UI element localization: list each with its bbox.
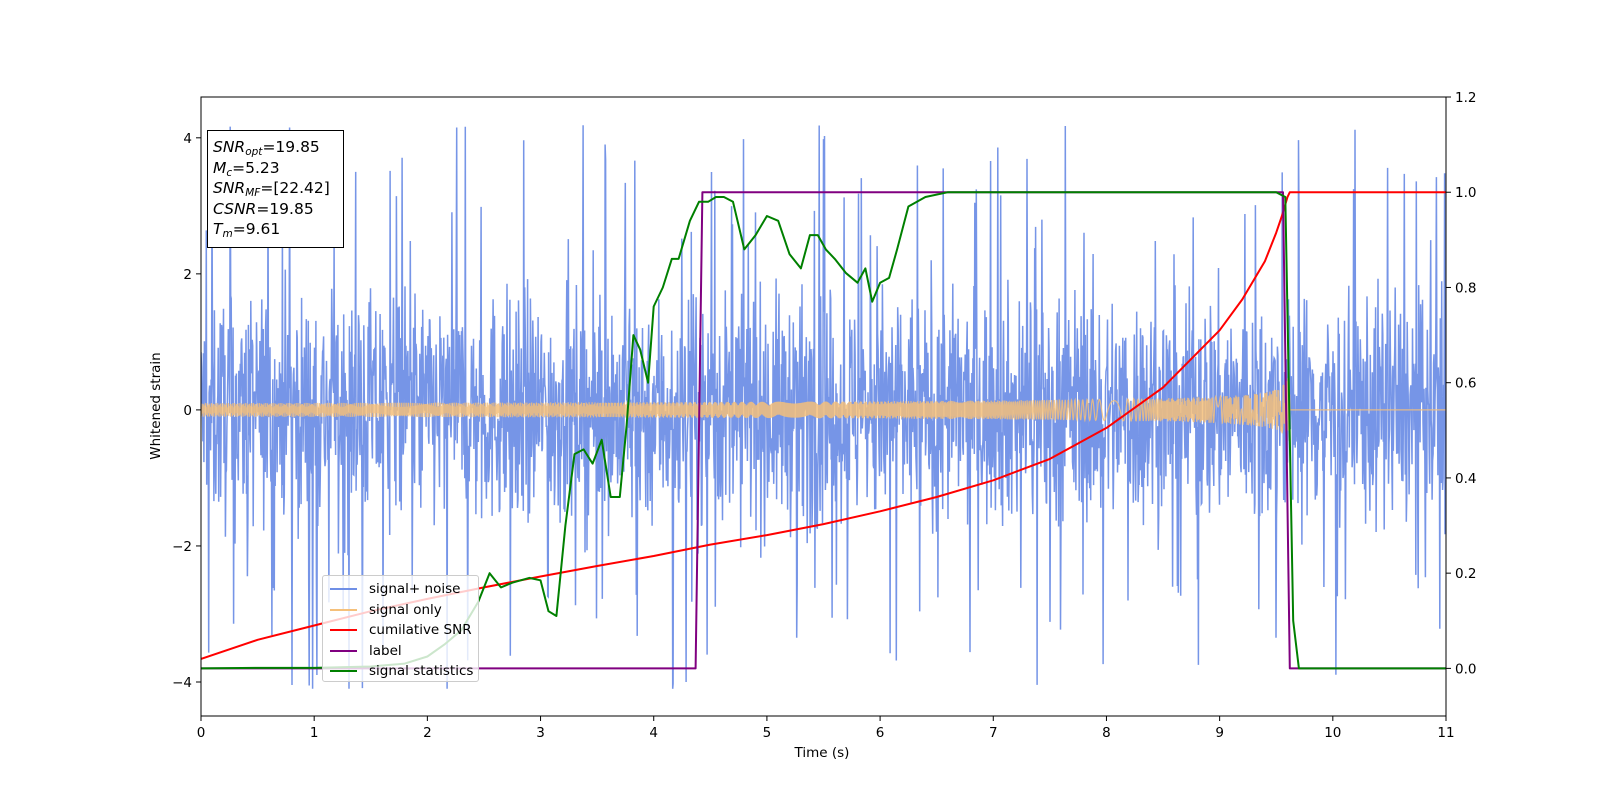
left-y-tick-label: 4 [183, 131, 192, 147]
snr-mf-row: SNRMF=[22.42] [213, 179, 330, 199]
legend-item-signal-statistics: signal statistics [330, 661, 478, 682]
x-tick-label: 11 [1437, 725, 1454, 741]
y-axis-label: Whitened strain [148, 352, 164, 459]
series-signal-statistics [201, 191, 1446, 670]
right-y-tick-label: 0.2 [1455, 566, 1476, 582]
axes-frame [200, 96, 1447, 717]
x-tick-label: 3 [536, 725, 545, 741]
left-y-tick-label: 0 [183, 403, 192, 419]
x-axis-ticks: 0 1 2 3 4 5 6 7 8 9 10 11 [197, 716, 1455, 741]
right-y-tick-label: 0.6 [1455, 376, 1476, 392]
merger-time-row: Tm=9.61 [213, 220, 281, 240]
x-tick-label: 4 [649, 725, 658, 741]
x-axis-label: Time (s) [794, 745, 850, 761]
csnr-row: CSNR=19.85 [213, 199, 314, 218]
right-y-tick-label: 1.2 [1455, 90, 1476, 106]
legend-swatch [330, 608, 357, 611]
legend-item-signal-only: signal only [330, 600, 478, 621]
legend-item-signal-noise: signal+ noise [330, 579, 478, 600]
right-y-tick-label: 1.0 [1455, 185, 1476, 201]
right-y-tick-label: 0.0 [1455, 661, 1476, 677]
x-tick-label: 5 [763, 725, 772, 741]
x-tick-label: 0 [197, 725, 206, 741]
chirp-mass-row: Mc=5.23 [213, 158, 280, 179]
x-tick-label: 6 [876, 725, 885, 741]
x-tick-label: 2 [423, 725, 432, 741]
legend-item-cumulative-snr: cumilative SNR [330, 620, 478, 641]
x-tick-label: 8 [1102, 725, 1111, 741]
legend-swatch [330, 629, 357, 632]
legend-swatch [330, 670, 357, 673]
x-tick-label: 7 [989, 725, 998, 741]
legend-swatch [330, 649, 357, 652]
right-y-tick-label: 0.4 [1455, 471, 1476, 487]
snr-opt-row: SNRopt=19.85 [213, 138, 320, 158]
left-y-axis-ticks: −4 −2 0 2 4 [172, 131, 201, 691]
left-y-tick-label: −4 [172, 675, 192, 691]
left-y-tick-label: 2 [183, 267, 192, 283]
x-tick-label: 1 [310, 725, 319, 741]
right-y-tick-label: 0.8 [1455, 280, 1476, 296]
series-signal-only [201, 378, 1446, 441]
x-tick-label: 10 [1324, 725, 1341, 741]
left-y-tick-label: −2 [172, 539, 192, 555]
right-y-axis-ticks: 0.0 0.2 0.4 0.6 0.8 1.0 1.2 [1446, 90, 1476, 677]
legend-swatch [330, 588, 357, 591]
metrics-info-box: SNRopt=19.85 Mc=5.23 SNRMF=[22.42] CSNR=… [207, 130, 344, 248]
axes-border [200, 96, 1447, 717]
legend: signal+ noise signal only cumilative SNR… [322, 575, 479, 682]
legend-item-label: label [330, 641, 478, 662]
x-tick-label: 9 [1215, 725, 1224, 741]
